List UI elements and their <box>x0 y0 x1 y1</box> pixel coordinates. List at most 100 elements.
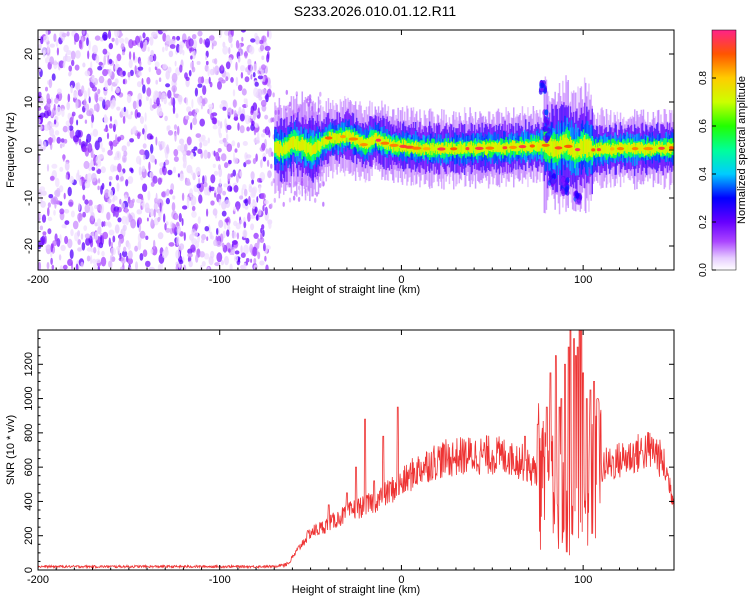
ridge-peak <box>643 147 654 151</box>
plume-blob <box>577 199 582 206</box>
noise-blob <box>61 108 65 118</box>
noise-blob <box>219 121 223 129</box>
noise-blob <box>115 37 119 46</box>
ridge-segment <box>658 141 660 153</box>
noise-blob <box>83 90 88 100</box>
noise-blob <box>247 212 251 223</box>
noise-blob <box>149 152 153 162</box>
ridge-segment <box>460 143 463 154</box>
noise-blob <box>77 212 83 222</box>
ridge-segment <box>310 143 312 157</box>
x-tick-label: -100 <box>209 274 231 286</box>
noise-blob <box>121 202 126 210</box>
ridge-segment <box>539 139 541 152</box>
noise-blob <box>88 40 91 51</box>
ridge-segment <box>324 137 326 145</box>
ridge-segment <box>305 142 308 157</box>
noise-blob <box>219 178 222 187</box>
ridge-segment <box>330 135 333 144</box>
noise-blob <box>246 126 250 132</box>
y-tick-label: 20 <box>23 48 35 60</box>
noise-blob <box>213 188 216 194</box>
noise-blob <box>150 248 154 254</box>
noise-blob <box>178 259 184 265</box>
noise-blob <box>199 251 205 258</box>
x-tick-label: -200 <box>27 274 49 286</box>
noise-blob <box>151 104 158 109</box>
noise-blob <box>272 178 275 184</box>
ridge-segment <box>580 138 583 159</box>
ridge-segment <box>381 136 383 144</box>
noise-blob <box>78 39 83 50</box>
ridge-segment <box>664 144 667 156</box>
noise-blob <box>108 42 114 50</box>
noise-blob <box>270 163 273 169</box>
noise-blob <box>46 262 50 270</box>
noise-blob <box>159 162 165 168</box>
noise-blob <box>233 255 239 262</box>
noise-blob <box>161 191 166 198</box>
ridge-segment <box>291 136 294 149</box>
noise-blob <box>91 114 95 123</box>
noise-blob <box>75 82 79 90</box>
ridge-segment <box>402 144 405 152</box>
noise-blob <box>55 106 62 117</box>
noise-blob <box>307 175 310 181</box>
noise-blob <box>191 49 196 60</box>
ridge-segment <box>281 146 284 157</box>
ridge-segment <box>336 133 338 144</box>
noise-blob <box>245 67 249 73</box>
ridge-segment <box>392 141 394 153</box>
noise-blob <box>39 97 45 106</box>
ridge-segment <box>447 143 450 155</box>
noise-blob <box>77 230 81 237</box>
noise-blob <box>253 87 259 97</box>
noise-blob <box>165 197 170 205</box>
noise-blob <box>208 35 215 41</box>
noise-blob <box>136 132 141 140</box>
noise-blob <box>99 141 103 149</box>
noise-blob <box>55 177 60 188</box>
noise-blob <box>72 220 79 230</box>
noise-blob <box>320 171 324 177</box>
ridge-segment <box>337 134 339 143</box>
ridge-segment <box>602 144 604 155</box>
noise-blob <box>65 174 69 180</box>
noise-blob <box>53 59 58 70</box>
noise-blob <box>257 107 260 114</box>
noise-blob <box>190 169 194 176</box>
ridge-segment <box>611 145 613 157</box>
ridge-segment <box>638 142 640 154</box>
noise-blob <box>228 159 232 165</box>
noise-blob <box>300 181 304 187</box>
noise-blob <box>309 98 312 104</box>
noise-blob <box>123 246 127 253</box>
noise-blob <box>261 64 266 70</box>
ridge-segment <box>457 144 459 155</box>
noise-blob <box>260 99 267 107</box>
noise-blob <box>54 233 58 242</box>
noise-blob <box>100 166 106 174</box>
noise-blob <box>157 177 162 185</box>
noise-blob <box>315 191 319 197</box>
spectrogram-xlabel: Height of straight line (km) <box>292 284 420 296</box>
noise-blob <box>250 109 254 115</box>
noise-blob <box>122 70 126 77</box>
ridge-segment <box>574 147 576 160</box>
ridge-peak <box>389 143 399 147</box>
noise-blob <box>177 94 183 103</box>
noise-blob <box>245 114 251 125</box>
noise-blob <box>107 189 114 198</box>
noise-blob <box>236 205 240 212</box>
ridge-segment <box>303 140 306 153</box>
noise-blob <box>251 179 255 185</box>
noise-blob <box>241 88 247 96</box>
ridge-segment <box>321 138 323 147</box>
ridge-segment <box>375 132 378 144</box>
ridge-segment <box>667 142 670 153</box>
ridge-segment <box>388 142 391 150</box>
noise-blob <box>222 190 227 196</box>
noise-blob <box>100 256 107 267</box>
noise-blob <box>39 186 46 192</box>
noise-blob <box>147 46 150 52</box>
